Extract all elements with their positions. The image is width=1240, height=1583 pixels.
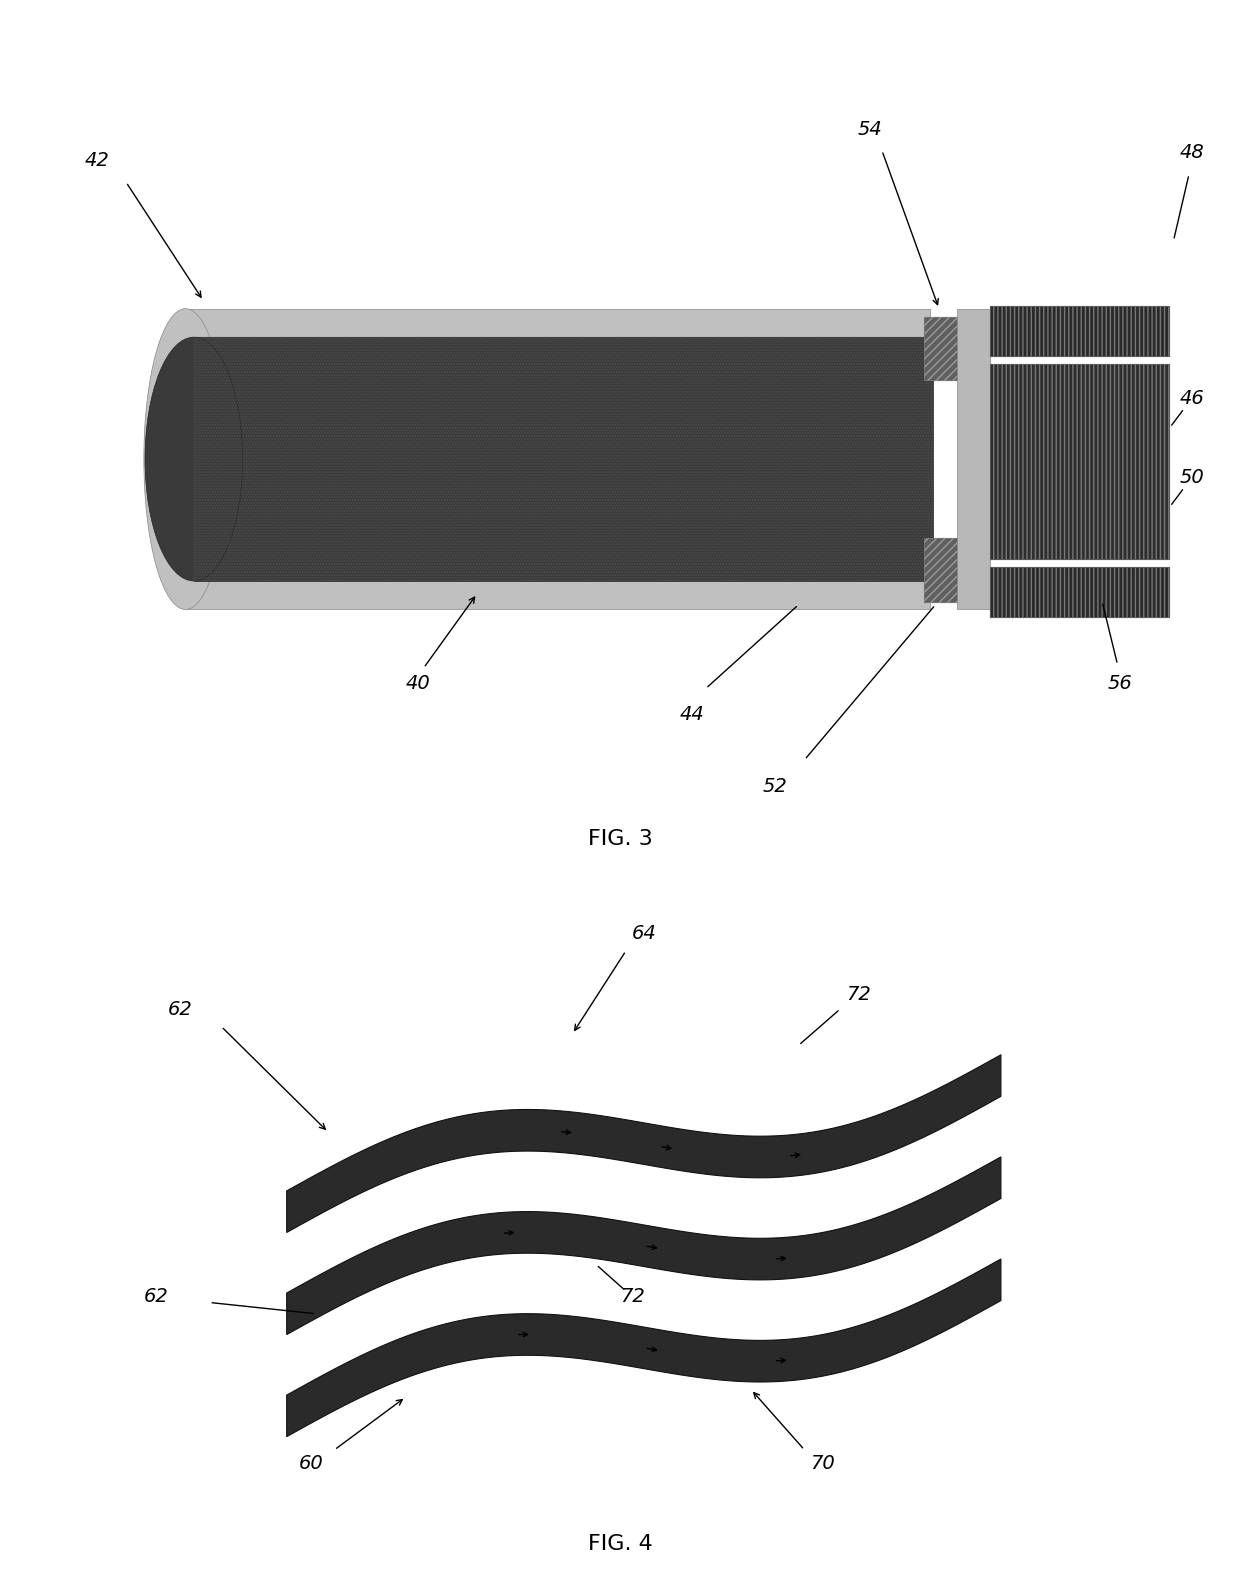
Text: 56: 56 bbox=[1109, 674, 1133, 693]
Bar bbox=[991, 306, 1169, 356]
Ellipse shape bbox=[144, 309, 227, 609]
Bar bbox=[957, 309, 991, 609]
Text: 62: 62 bbox=[144, 1287, 169, 1306]
Text: FIG. 3: FIG. 3 bbox=[588, 829, 652, 848]
Text: 60: 60 bbox=[299, 1453, 324, 1472]
Bar bbox=[924, 538, 957, 602]
Text: FIG. 4: FIG. 4 bbox=[588, 1534, 652, 1555]
Ellipse shape bbox=[145, 337, 243, 581]
Text: 50: 50 bbox=[1179, 469, 1204, 488]
Text: 44: 44 bbox=[680, 706, 704, 725]
Text: 64: 64 bbox=[632, 924, 657, 943]
Bar bbox=[924, 538, 957, 602]
Text: 72: 72 bbox=[620, 1287, 645, 1306]
Polygon shape bbox=[286, 1054, 1001, 1233]
Text: 40: 40 bbox=[405, 674, 430, 693]
Bar bbox=[991, 364, 1169, 559]
Bar bbox=[924, 317, 957, 380]
Text: 42: 42 bbox=[84, 152, 109, 171]
Text: 48: 48 bbox=[1179, 144, 1204, 163]
Polygon shape bbox=[286, 1157, 1001, 1334]
Bar bbox=[991, 567, 1169, 617]
Text: 72: 72 bbox=[846, 985, 870, 1004]
Text: 52: 52 bbox=[763, 777, 787, 796]
Text: 54: 54 bbox=[858, 120, 883, 139]
Text: 46: 46 bbox=[1179, 389, 1204, 408]
Bar bbox=[991, 364, 1169, 559]
Bar bbox=[924, 317, 957, 380]
Polygon shape bbox=[193, 337, 932, 581]
Bar bbox=[991, 567, 1169, 617]
Text: 62: 62 bbox=[167, 1000, 192, 1019]
Polygon shape bbox=[186, 309, 930, 609]
Polygon shape bbox=[286, 1258, 1001, 1437]
Bar bbox=[991, 306, 1169, 356]
Text: 70: 70 bbox=[811, 1453, 836, 1472]
